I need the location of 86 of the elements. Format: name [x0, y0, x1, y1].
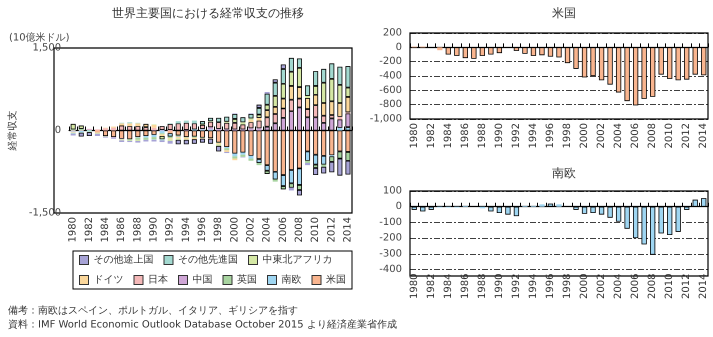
y-tick-label: -600 — [379, 84, 402, 96]
x-tick-label: 2002 — [596, 274, 608, 300]
x-tick-label: 2012 — [681, 123, 692, 148]
x-tick-label: 2004 — [262, 217, 273, 242]
legend-label: その他途上国 — [94, 254, 154, 266]
x-tick-label: 2000 — [579, 123, 590, 148]
x-tick-label: 1984 — [442, 274, 454, 300]
x-tick-label: 1986 — [460, 123, 471, 148]
x-tick-label: 1986 — [116, 217, 128, 242]
chart-title: 南欧 — [552, 166, 576, 180]
x-tick-label: 2006 — [278, 217, 289, 242]
x-tick-label: 2000 — [579, 274, 590, 300]
x-tick-label: 2004 — [613, 274, 624, 300]
y-tick-label: -200 — [379, 232, 402, 244]
chart-subtitle: (10億米ドル) — [9, 32, 70, 44]
y-tick-label: -400 — [379, 264, 402, 276]
x-tick-label: 2008 — [647, 274, 658, 300]
y-axis-title: 経常収支 — [6, 110, 18, 152]
y-tick-label: -1,500 — [28, 208, 62, 218]
x-tick-label: 1994 — [180, 217, 192, 242]
y-tick-label: -200 — [379, 56, 402, 68]
x-tick-label: 2006 — [630, 274, 642, 300]
legend-label: 中東北アフリカ — [262, 254, 332, 266]
x-tick-label: 1988 — [476, 123, 488, 148]
x-tick-label: 2010 — [664, 123, 676, 148]
x-tick-label: 2014 — [698, 274, 710, 300]
legend-label: 日本 — [148, 274, 168, 286]
x-tick-label: 2004 — [613, 123, 624, 148]
legend-label: 英国 — [237, 274, 257, 286]
y-tick-label: -400 — [379, 70, 402, 82]
x-tick-label: 1984 — [442, 123, 454, 148]
y-tick-label: 100 — [382, 186, 402, 196]
x-tick-label: 1992 — [164, 217, 176, 242]
y-tick-label: 0 — [54, 125, 62, 136]
x-tick-label: 2000 — [229, 217, 240, 242]
y-tick-label: -1,000 — [370, 114, 402, 124]
y-tick-label: 0 — [396, 42, 402, 53]
y-tick-label: -800 — [379, 99, 402, 110]
x-tick-label: 1982 — [426, 123, 437, 148]
x-tick-label: 1992 — [510, 274, 522, 300]
x-tick-label: 1988 — [476, 274, 488, 300]
x-tick-label: 2002 — [245, 217, 256, 242]
x-tick-label: 2010 — [310, 217, 322, 242]
x-tick-label: 1988 — [132, 217, 144, 242]
x-tick-label: 2014 — [342, 217, 354, 242]
x-tick-label: 1980 — [408, 123, 420, 148]
x-tick-label: 1996 — [544, 274, 556, 300]
x-tick-label: 2014 — [698, 123, 710, 148]
x-tick-label: 1992 — [510, 123, 522, 148]
x-tick-label: 1990 — [494, 274, 505, 300]
x-tick-label: 1990 — [494, 123, 505, 148]
x-tick-label: 2008 — [647, 123, 658, 148]
legend-label: 米国 — [326, 274, 346, 286]
legend-label: ドイツ — [94, 274, 124, 286]
x-tick-label: 1982 — [426, 274, 437, 300]
y-tick-label: 200 — [382, 28, 402, 38]
x-tick-label: 2012 — [681, 274, 692, 300]
x-tick-label: 2006 — [630, 123, 642, 148]
legend-label: 中国 — [192, 274, 212, 286]
x-tick-label: 1998 — [562, 123, 574, 148]
x-tick-label: 2010 — [664, 274, 676, 300]
y-tick-label: 1,500 — [32, 42, 62, 54]
x-tick-label: 1986 — [460, 274, 471, 300]
text: 備考：南欧はスペイン、ポルトガル、イタリア、ギリシアを指す — [8, 304, 298, 316]
x-tick-label: 2012 — [326, 217, 338, 242]
x-tick-label: 2002 — [596, 123, 608, 148]
x-tick-label: 1996 — [196, 217, 208, 242]
legend-label: その他先進国 — [178, 254, 238, 266]
y-tick-label: -100 — [379, 216, 402, 228]
legend-label: 南欧 — [282, 274, 302, 286]
x-tick-label: 1996 — [544, 123, 556, 148]
x-tick-label: 1982 — [84, 217, 95, 242]
y-tick-label: -300 — [379, 248, 402, 260]
x-tick-label: 1994 — [528, 123, 539, 148]
x-tick-label: 2008 — [294, 217, 305, 242]
y-tick-label: 0 — [396, 201, 402, 212]
x-tick-label: 1998 — [213, 217, 224, 242]
chart-title: 米国 — [552, 6, 576, 20]
x-tick-label: 1980 — [408, 274, 420, 300]
x-tick-label: 1984 — [100, 217, 112, 242]
x-tick-label: 1980 — [68, 217, 79, 242]
x-tick-label: 1998 — [562, 274, 574, 300]
text: 資料：IMF World Economic Outlook Database October 2015 より経済産業省作成 — [8, 318, 397, 330]
chart-title: 世界主要国における経常収支の推移 — [112, 6, 304, 20]
x-tick-label: 1994 — [528, 274, 539, 300]
x-tick-label: 1990 — [148, 217, 160, 242]
